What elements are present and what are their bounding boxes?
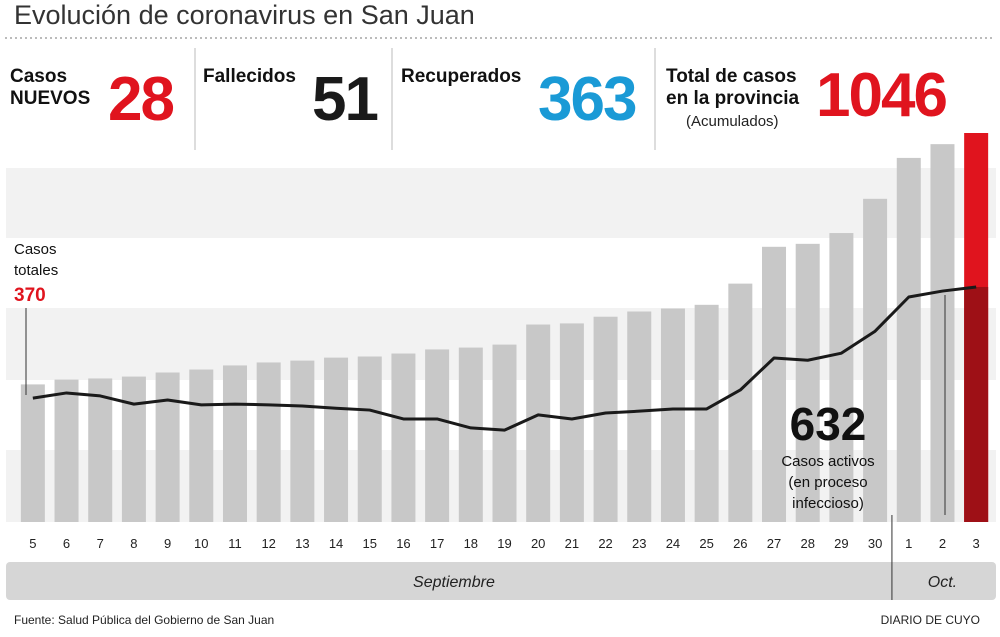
brand: DIARIO DE CUYO bbox=[881, 613, 980, 627]
bar bbox=[728, 283, 753, 522]
bar bbox=[290, 360, 315, 522]
bar bbox=[492, 344, 517, 522]
bar bbox=[54, 379, 79, 522]
x-tick-label: 9 bbox=[164, 536, 171, 551]
x-tick-label: 22 bbox=[598, 536, 612, 551]
bar bbox=[795, 243, 820, 522]
x-tick-label: 14 bbox=[329, 536, 343, 551]
x-tick-label: 16 bbox=[396, 536, 410, 551]
x-tick-label: 15 bbox=[363, 536, 377, 551]
stat-label: Recuperados bbox=[401, 66, 521, 87]
bar bbox=[357, 356, 382, 522]
bar bbox=[660, 308, 685, 522]
stat-label: NUEVOS bbox=[10, 88, 90, 109]
x-tick-label: 30 bbox=[868, 536, 882, 551]
bar bbox=[526, 324, 551, 522]
x-tick-label: 10 bbox=[194, 536, 208, 551]
bar bbox=[694, 304, 719, 522]
x-tick-label: 13 bbox=[295, 536, 309, 551]
months: Septiembre Oct. bbox=[413, 515, 957, 600]
bar bbox=[222, 365, 247, 522]
bar bbox=[829, 233, 854, 523]
x-tick-label: 29 bbox=[834, 536, 848, 551]
bar bbox=[458, 347, 483, 522]
annotation: totales bbox=[14, 262, 58, 279]
bar bbox=[559, 323, 584, 522]
bar bbox=[930, 144, 955, 522]
bar bbox=[593, 316, 618, 522]
x-tick-label: 17 bbox=[430, 536, 444, 551]
x-tick-label: 1 bbox=[905, 536, 912, 551]
bar bbox=[896, 157, 921, 523]
x-tick-label: 12 bbox=[261, 536, 275, 551]
stat-label: en la provincia bbox=[666, 88, 799, 109]
bar bbox=[762, 246, 787, 522]
band bbox=[6, 168, 996, 238]
bar bbox=[627, 311, 652, 522]
month-label: Oct. bbox=[928, 574, 957, 591]
annotation-value: 370 bbox=[14, 285, 46, 306]
plot: 5 6 7 8 9 10 11 12 13 14 15 16 17 18 19 20 21 22 23 24 25 26 2… bbox=[20, 133, 989, 551]
month-strip bbox=[6, 562, 996, 600]
source: Fuente: Salud Pública del Gobierno de Sa… bbox=[14, 613, 274, 627]
x-tick-label: 6 bbox=[63, 536, 70, 551]
x-tick-label: 23 bbox=[632, 536, 646, 551]
x-tick-label: 24 bbox=[666, 536, 680, 551]
x-tick-label: 8 bbox=[130, 536, 137, 551]
stat-label: Casos bbox=[10, 66, 67, 87]
bar bbox=[155, 372, 180, 522]
annotation: Casos bbox=[14, 241, 57, 258]
bar bbox=[863, 198, 888, 522]
x-tick-label: 19 bbox=[497, 536, 511, 551]
stat-note: (Acumulados) bbox=[686, 113, 779, 130]
x-tick-label: 3 bbox=[973, 536, 980, 551]
x-tick-label: 2 bbox=[939, 536, 946, 551]
x-tick-label: 20 bbox=[531, 536, 545, 551]
bar bbox=[88, 378, 113, 522]
stat-value: 363 bbox=[538, 65, 636, 134]
bar bbox=[121, 376, 146, 522]
annotation: (en proceso bbox=[788, 474, 867, 491]
bar bbox=[324, 357, 349, 522]
stat-value: 1046 bbox=[816, 61, 946, 130]
stat-value: 51 bbox=[312, 65, 377, 134]
bar bbox=[189, 369, 214, 522]
x-tick-label: 11 bbox=[228, 536, 242, 551]
x-tick-label: 18 bbox=[464, 536, 478, 551]
annotation: infeccioso) bbox=[792, 495, 864, 512]
x-tick-label: 7 bbox=[97, 536, 104, 551]
annotation-value: 632 bbox=[790, 398, 867, 450]
x-tick-label: 28 bbox=[800, 536, 814, 551]
bar bbox=[425, 349, 450, 522]
x-tick-label: 21 bbox=[565, 536, 579, 551]
title: Evolución de coronavirus en San Juan bbox=[14, 0, 475, 30]
stat-label: Fallecidos bbox=[203, 66, 296, 87]
bar bbox=[256, 362, 281, 522]
stat-value: 28 bbox=[108, 65, 173, 134]
bar bbox=[20, 384, 45, 522]
x-tick-label: 27 bbox=[767, 536, 781, 551]
stat-label: Total de casos bbox=[666, 66, 797, 87]
x-tick-label: 25 bbox=[699, 536, 713, 551]
active-line bbox=[32, 285, 977, 432]
bar-active-part bbox=[964, 286, 989, 522]
annotation: Casos activos bbox=[781, 453, 874, 470]
x-tick-label: 5 bbox=[29, 536, 36, 551]
month-label: Septiembre bbox=[413, 574, 495, 591]
x-tick-label: 26 bbox=[733, 536, 747, 551]
bar bbox=[391, 353, 416, 522]
